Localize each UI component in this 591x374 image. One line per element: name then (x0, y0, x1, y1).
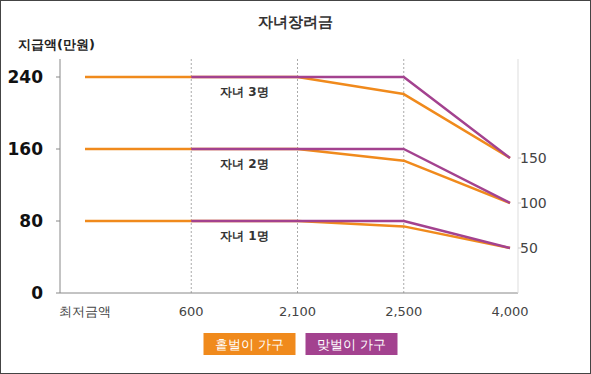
line-annotation: 자녀 3명 (220, 85, 269, 99)
line-annotation: 자녀 1명 (220, 229, 269, 243)
legend: 홑벌이 가구 맞벌이 가구 (204, 333, 398, 355)
y2-tick-label: 100 (520, 195, 547, 211)
series-line (191, 77, 510, 158)
series-line (85, 77, 510, 158)
y-tick-label: 80 (19, 211, 43, 231)
legend-label: 홑벌이 가구 (215, 337, 284, 352)
frame (1, 1, 591, 374)
title: 자녀장려금 (258, 13, 333, 31)
x-axis-line (60, 293, 518, 294)
y-tick (56, 77, 60, 78)
grid-line (297, 59, 298, 293)
y2-tick-label: 50 (520, 240, 538, 256)
y-tick (56, 293, 60, 294)
chart-container: 자녀장려금지급액(만원) 0 80 160 240 50 100 150 최저금액 600 2,10… (0, 0, 591, 374)
y2-tick-label: 150 (520, 150, 547, 166)
y-tick (56, 149, 60, 150)
y-tick (56, 221, 60, 222)
legend-swatch (204, 333, 296, 355)
x-tick-label: 4,000 (491, 304, 528, 319)
y-tick-label: 160 (8, 139, 44, 159)
y-tick-label: 240 (8, 67, 44, 87)
x-tick-label: 2,100 (279, 304, 316, 319)
line-annotation: 자녀 2명 (220, 157, 269, 171)
x-tick-label: 600 (179, 304, 204, 319)
series-line (191, 149, 510, 203)
grid-line (191, 59, 192, 293)
series-line (85, 221, 510, 248)
y-axis-line (60, 59, 61, 293)
series-line (85, 149, 510, 203)
y-tick-label: 0 (31, 283, 43, 303)
chart-svg: 자녀장려금지급액(만원) 0 80 160 240 50 100 150 최저금액 600 2,10… (0, 0, 591, 374)
y-axis-label: 지급액(만원) (18, 37, 95, 52)
x-tick-label: 최저금액 (59, 304, 111, 319)
lines (85, 77, 510, 248)
y2-axis-line (518, 59, 519, 293)
legend-swatch (306, 333, 398, 355)
x-tick-label: 2,500 (385, 304, 422, 319)
series-line (191, 221, 510, 248)
legend-label: 맞벌이 가구 (317, 337, 386, 352)
